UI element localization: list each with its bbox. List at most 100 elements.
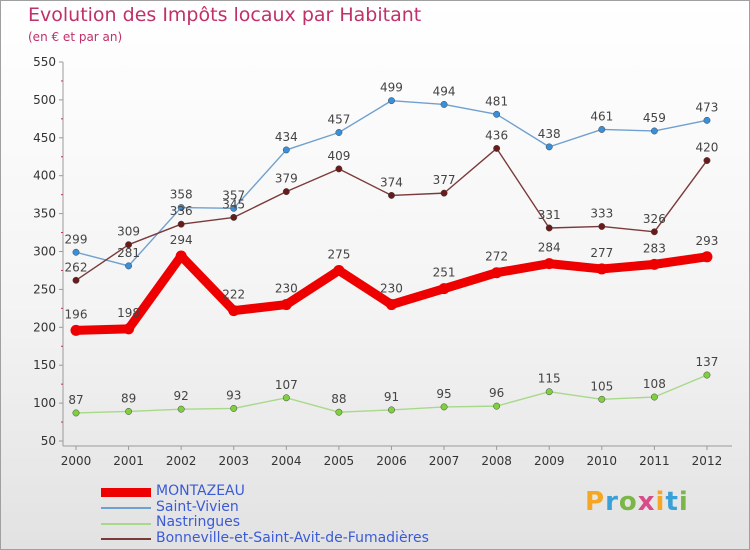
data-label: 357	[222, 188, 245, 202]
logo-letter: x	[637, 487, 656, 517]
x-tick-label: 2011	[639, 454, 670, 468]
data-point	[493, 110, 501, 118]
data-label: 333	[590, 206, 613, 220]
data-point	[388, 97, 395, 105]
data-label: 92	[174, 389, 189, 403]
data-point	[125, 407, 133, 415]
data-point	[701, 251, 713, 263]
data-point	[335, 129, 343, 136]
data-point	[282, 146, 290, 154]
data-label: 115	[538, 372, 561, 386]
data-label: 379	[275, 172, 298, 186]
data-point	[650, 393, 658, 401]
data-label: 436	[485, 128, 508, 142]
data-point	[72, 276, 80, 284]
data-label: 461	[590, 109, 613, 123]
data-point	[545, 143, 553, 151]
data-label: 457	[327, 112, 350, 126]
data-point	[280, 299, 292, 311]
data-point	[648, 258, 660, 270]
data-point	[598, 126, 606, 133]
data-point	[177, 405, 185, 413]
x-tick-label: 2012	[692, 454, 723, 468]
x-tick-label: 2006	[376, 454, 407, 468]
y-tick-label: 100	[33, 396, 56, 410]
data-point	[545, 224, 553, 232]
y-tick-label: 150	[33, 358, 56, 372]
data-label: 299	[65, 232, 88, 246]
data-label: 275	[327, 247, 350, 261]
data-point	[598, 395, 606, 403]
data-point	[543, 258, 555, 270]
data-label: 481	[485, 94, 508, 108]
data-point	[650, 127, 658, 135]
data-point	[175, 250, 187, 262]
x-tick-label: 2010	[587, 454, 618, 468]
data-point	[703, 116, 711, 124]
data-label: 277	[590, 246, 613, 260]
legend-swatch	[101, 538, 151, 541]
data-label: 196	[65, 307, 88, 321]
x-tick-label: 2005	[324, 454, 355, 468]
data-label: 95	[436, 387, 451, 401]
logo-letter: P	[585, 487, 606, 517]
data-point	[282, 188, 290, 196]
x-tick-label: 2009	[534, 454, 565, 468]
logo-letter: t	[665, 487, 679, 517]
data-point	[335, 165, 343, 173]
data-label: 293	[696, 234, 719, 248]
data-label: 87	[68, 393, 83, 407]
legend-label: Saint-Vivien	[156, 498, 239, 515]
data-label: 108	[643, 377, 666, 391]
legend-swatch	[101, 522, 151, 525]
data-label: 438	[538, 127, 561, 141]
data-label: 93	[226, 388, 241, 402]
data-point	[388, 191, 395, 199]
logo-letter: o	[618, 487, 638, 517]
data-point	[440, 403, 448, 411]
data-point	[177, 220, 185, 228]
y-tick-label: 450	[33, 131, 56, 145]
data-label: 88	[331, 392, 346, 406]
data-point	[333, 264, 345, 276]
x-tick-label: 2000	[61, 454, 92, 468]
data-label: 230	[380, 282, 403, 296]
data-label: 283	[643, 241, 666, 255]
data-label: 272	[485, 250, 508, 264]
data-label: 294	[170, 233, 193, 247]
data-point	[335, 408, 343, 416]
data-label: 89	[121, 391, 136, 405]
data-point	[230, 404, 238, 412]
data-label: 284	[538, 241, 561, 255]
data-point	[123, 323, 135, 335]
data-label: 309	[117, 225, 140, 239]
data-label: 336	[170, 204, 193, 218]
data-label: 262	[65, 260, 88, 274]
data-label: 409	[327, 149, 350, 163]
data-label: 345	[222, 197, 245, 211]
data-point	[228, 305, 240, 317]
data-point	[703, 371, 711, 379]
data-point	[177, 204, 185, 211]
x-tick-label: 2003	[218, 454, 249, 468]
data-point	[440, 189, 448, 197]
legend-label: MONTAZEAU	[156, 483, 245, 499]
data-label: 331	[538, 208, 561, 222]
data-point	[440, 100, 448, 108]
data-label: 326	[643, 212, 666, 226]
legend-swatch	[101, 488, 151, 498]
y-tick-label: 300	[33, 245, 56, 259]
data-point	[72, 248, 80, 256]
data-label: 198	[117, 306, 140, 320]
x-tick-label: 2007	[429, 454, 460, 468]
data-label: 96	[489, 386, 504, 400]
data-label: 499	[380, 81, 403, 95]
legend-label: Nastringues	[156, 514, 241, 530]
data-label: 420	[696, 141, 719, 155]
data-label: 230	[275, 282, 298, 296]
data-point	[703, 157, 711, 164]
chart-subtitle: (en € et par an)	[28, 30, 123, 44]
data-label: 459	[643, 111, 666, 125]
